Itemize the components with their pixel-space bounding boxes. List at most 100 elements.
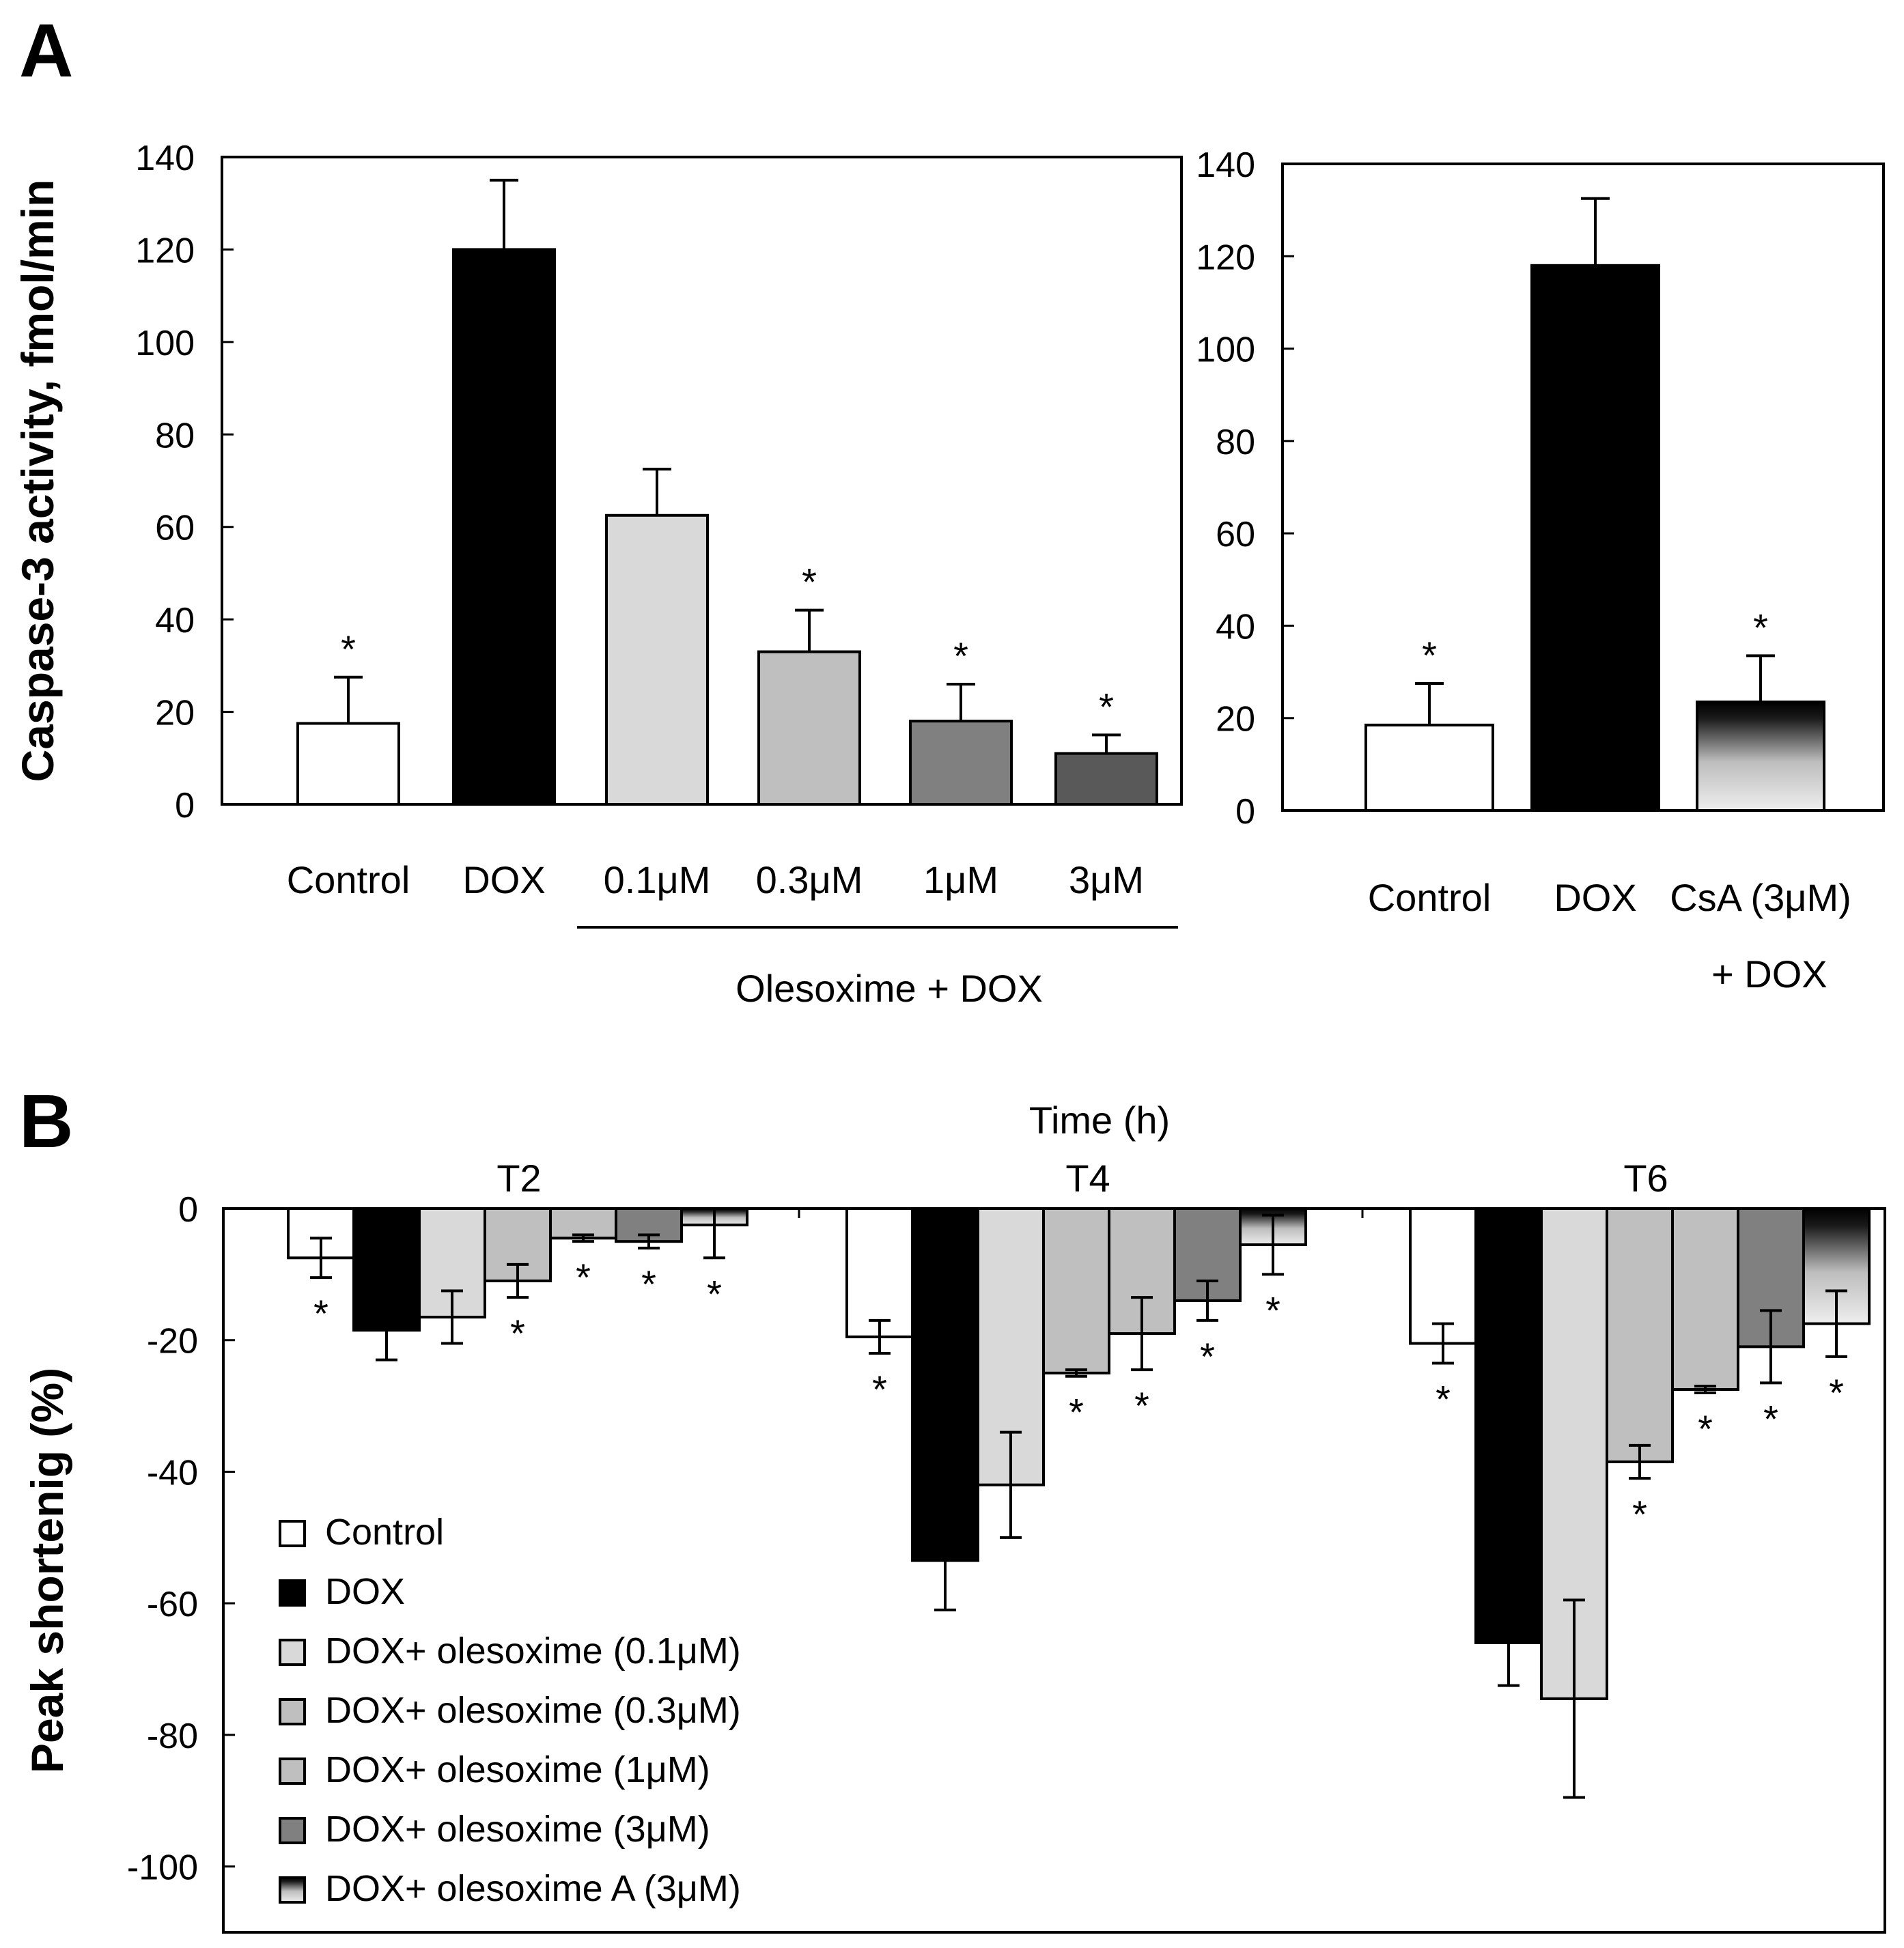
category-label: DOX xyxy=(1554,876,1636,919)
significance-mark: * xyxy=(1753,606,1768,649)
bar xyxy=(1364,723,1494,812)
panel-b-letter: B xyxy=(19,1079,73,1163)
bar xyxy=(1530,264,1660,813)
y-tick-label: 0 xyxy=(178,1190,198,1230)
y-tick-label: 0 xyxy=(1235,792,1255,832)
category-label: 0.1μM xyxy=(604,858,711,901)
bar xyxy=(911,1207,979,1562)
bar xyxy=(909,720,1013,806)
significance-mark: * xyxy=(1265,1288,1280,1331)
y-tick-label: -80 xyxy=(147,1717,198,1756)
bar xyxy=(605,513,709,806)
significance-mark: * xyxy=(707,1272,722,1315)
significance-mark: * xyxy=(576,1256,591,1299)
significance-mark: * xyxy=(1069,1391,1084,1434)
y-tick-label: 120 xyxy=(135,231,195,270)
y-tick-label: 0 xyxy=(175,786,195,825)
legend-label: DOX+ olesoxime (3μM) xyxy=(325,1809,710,1850)
significance-mark: * xyxy=(1829,1371,1844,1414)
chart-b-ylabel: Peak shortenig (%) xyxy=(22,1368,72,1773)
y-tick-label: 100 xyxy=(1196,330,1255,370)
y-tick-label: -40 xyxy=(147,1453,198,1493)
bar xyxy=(1671,1207,1739,1391)
chart-b-title: Time (h) xyxy=(1029,1099,1170,1142)
bar xyxy=(549,1207,617,1240)
significance-mark: * xyxy=(641,1262,656,1305)
bar xyxy=(757,650,861,806)
category-label-line2: + DOX xyxy=(1711,952,1828,996)
legend-label: DOX+ olesoxime (0.3μM) xyxy=(325,1690,741,1731)
bar xyxy=(1042,1207,1110,1374)
group-label: T2 xyxy=(496,1157,541,1200)
significance-mark: * xyxy=(1134,1384,1149,1427)
legend-swatch xyxy=(279,1520,306,1547)
legend-swatch xyxy=(279,1639,306,1666)
y-tick-label: 20 xyxy=(155,694,195,733)
chart-a-ylabel: Caspase-3 activity, fmol/min xyxy=(12,180,63,782)
legend-label: DOX+ olesoxime (1μM) xyxy=(325,1749,710,1790)
group-label: T4 xyxy=(1065,1157,1110,1200)
y-tick-label: -100 xyxy=(127,1848,198,1888)
significance-mark: * xyxy=(953,634,968,677)
y-tick-label: 20 xyxy=(1216,700,1255,739)
legend-label: DOX+ olesoxime (0.1μM) xyxy=(325,1631,741,1671)
y-tick-label: 60 xyxy=(1216,515,1255,554)
category-label: 0.3μM xyxy=(756,858,863,901)
y-tick-label: 80 xyxy=(1216,423,1255,462)
significance-mark: * xyxy=(510,1312,525,1355)
y-tick-label: -20 xyxy=(147,1322,198,1361)
category-label: CsA (3μM) xyxy=(1670,876,1851,919)
y-tick-label: -60 xyxy=(147,1585,198,1624)
significance-mark: * xyxy=(1422,634,1437,677)
olesoxime-group-label: Olesoxime + DOX xyxy=(736,967,1043,1010)
y-tick-label: 140 xyxy=(1196,145,1255,185)
bar xyxy=(1802,1207,1871,1325)
y-tick-label: 120 xyxy=(1196,238,1255,277)
significance-mark: * xyxy=(341,627,356,670)
chart-b: Time (h) Peak shortenig (%) Control DOX DO… xyxy=(22,1099,1886,1934)
significance-mark: * xyxy=(1200,1335,1215,1378)
bar xyxy=(1409,1207,1477,1345)
legend-label: Control xyxy=(325,1512,444,1553)
bar xyxy=(452,248,556,806)
chart-a-left: Caspase-3 activity, fmol/min Olesoxime +… xyxy=(12,139,1183,1010)
legend-swatch xyxy=(279,1876,306,1904)
legend-label: DOX xyxy=(325,1571,405,1612)
category-label: 1μM xyxy=(923,858,998,901)
bar xyxy=(1737,1207,1805,1349)
bar xyxy=(1606,1207,1674,1463)
y-tick-label: 100 xyxy=(135,324,195,363)
chart-a-right: 0 20 40 60 80 100 120 140 Control * DOX CsA (3μM) + … xyxy=(1196,145,1885,996)
legend-swatch xyxy=(279,1698,306,1725)
significance-mark: * xyxy=(802,561,817,604)
significance-mark: * xyxy=(1099,685,1114,728)
y-tick-label: 140 xyxy=(135,139,195,178)
y-tick-label: 80 xyxy=(155,416,195,455)
legend-swatch xyxy=(279,1579,306,1607)
significance-mark: * xyxy=(1763,1397,1778,1440)
significance-mark: * xyxy=(313,1292,328,1335)
significance-mark: * xyxy=(1436,1377,1451,1420)
legend-swatch xyxy=(279,1817,306,1844)
bar xyxy=(1696,701,1825,813)
panel-a-letter: A xyxy=(19,9,73,93)
significance-mark: * xyxy=(1632,1493,1647,1536)
group-label: T6 xyxy=(1623,1157,1668,1200)
category-label: DOX xyxy=(462,858,545,901)
category-label: 3μM xyxy=(1069,858,1144,901)
legend-label: DOX+ olesoxime A (3μM) xyxy=(325,1868,741,1909)
chart-b-legend: Control DOX DOX+ olesoxime (0.1μM) DOX+ ole… xyxy=(279,1512,741,1909)
bar xyxy=(1054,752,1158,806)
category-label: Control xyxy=(287,858,410,901)
significance-mark: * xyxy=(872,1368,887,1411)
category-label: Control xyxy=(1368,876,1492,919)
y-tick-label: 60 xyxy=(155,509,195,548)
bar xyxy=(845,1207,914,1338)
legend-swatch xyxy=(279,1758,306,1785)
bar xyxy=(296,722,400,806)
significance-mark: * xyxy=(1698,1407,1713,1450)
y-tick-label: 40 xyxy=(155,601,195,640)
bar xyxy=(1474,1207,1543,1644)
y-tick-label: 40 xyxy=(1216,607,1255,647)
